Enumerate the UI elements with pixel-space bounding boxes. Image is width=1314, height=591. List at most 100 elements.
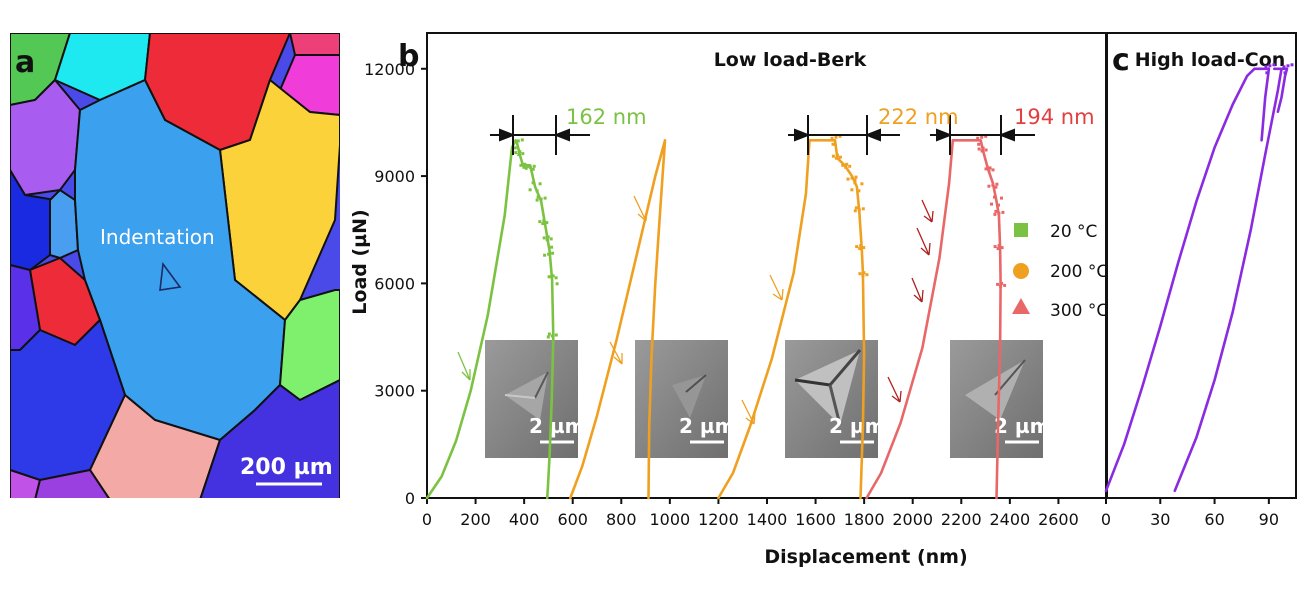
data-point xyxy=(513,146,517,150)
data-point xyxy=(538,182,542,186)
data-point xyxy=(997,244,1001,248)
legend-label-200c: 200 °C xyxy=(1050,262,1108,282)
inset-scale-label: 2 µm xyxy=(679,414,735,438)
pop-in-arrow xyxy=(916,227,931,256)
data-point xyxy=(526,164,530,168)
data-point xyxy=(546,235,550,239)
data-point xyxy=(854,175,858,179)
load-displacement-curve xyxy=(717,139,866,500)
data-point xyxy=(853,178,857,182)
data-point xyxy=(541,222,545,226)
legend-label-300c: 300 °C xyxy=(1050,301,1108,321)
data-point xyxy=(1003,283,1007,287)
data-point xyxy=(996,282,1000,286)
data-point xyxy=(857,189,861,193)
panel-b-title: Low load-Berk xyxy=(714,49,867,71)
y-tick-label: 6000 xyxy=(374,274,415,293)
y-axis-label: Load (µN) xyxy=(349,209,371,314)
data-point xyxy=(1272,63,1276,67)
data-point xyxy=(1000,196,1003,200)
panel-b-series xyxy=(425,134,1007,500)
data-point xyxy=(993,212,997,216)
data-point xyxy=(834,156,838,160)
x-tick-label: 600 xyxy=(557,510,588,529)
x-tick-label: 60 xyxy=(1204,510,1224,529)
data-point xyxy=(1001,210,1005,214)
data-point xyxy=(546,335,550,339)
y-tick-label: 12000 xyxy=(364,60,415,79)
x-tick-label: 0 xyxy=(1101,510,1111,529)
data-point xyxy=(1268,64,1272,68)
data-point xyxy=(846,177,850,181)
sem-insets: 2 µm 2 µm 2 µm 2 µm xyxy=(485,340,1050,458)
data-point xyxy=(853,209,857,213)
x-tick-label: 2600 xyxy=(1038,510,1079,529)
x-tick-label: 400 xyxy=(509,510,540,529)
x-tick-label: 200 xyxy=(460,510,491,529)
x-tick-label: 0 xyxy=(422,510,432,529)
panel-c-letter: c xyxy=(1112,43,1130,78)
data-point xyxy=(522,165,526,169)
data-point xyxy=(551,274,555,278)
data-point xyxy=(545,221,549,225)
data-point xyxy=(521,152,525,156)
x-tick-label: 2200 xyxy=(941,510,982,529)
legend-marker-200c xyxy=(1013,263,1029,279)
data-point xyxy=(997,211,1001,215)
data-point xyxy=(1000,281,1004,285)
data-point xyxy=(550,334,554,338)
data-point xyxy=(853,181,857,185)
pop-in-arrow xyxy=(609,341,623,365)
data-point xyxy=(855,245,859,249)
data-point xyxy=(545,238,549,242)
data-point xyxy=(1282,65,1286,69)
depth-label-194: 194 nm xyxy=(1014,105,1095,129)
indentation-label: Indentation xyxy=(100,225,215,249)
inset-scale-label: 2 µm xyxy=(529,414,585,438)
data-point xyxy=(854,206,858,210)
data-point xyxy=(984,167,988,171)
x-tick-label: 1800 xyxy=(844,510,885,529)
data-point xyxy=(532,164,536,168)
data-point xyxy=(860,182,864,186)
inset-scale-label: 2 µm xyxy=(829,414,885,438)
data-point xyxy=(848,164,852,168)
data-point xyxy=(994,185,998,189)
load-displacement-curve xyxy=(1173,67,1289,493)
data-point xyxy=(518,150,522,154)
data-point xyxy=(841,163,845,167)
data-point xyxy=(554,333,558,337)
data-point xyxy=(861,274,865,278)
legend-label-20c: 20 °C xyxy=(1050,222,1097,242)
data-point xyxy=(988,166,992,170)
panel-b-y-ticks: 0 3000 6000 9000 12000 xyxy=(364,60,427,508)
data-point xyxy=(993,195,996,199)
data-point xyxy=(976,136,980,140)
data-point xyxy=(542,219,546,223)
inset-scale-label: 2 µm xyxy=(994,414,1050,438)
data-point xyxy=(1290,63,1294,67)
data-point xyxy=(838,134,842,138)
data-point xyxy=(844,165,848,169)
data-point xyxy=(539,197,543,201)
sem-inset-20c: 2 µm xyxy=(485,340,585,458)
data-point xyxy=(834,135,838,139)
panel-b-letter: b xyxy=(398,39,419,74)
panel-c-title: High load-Con xyxy=(1135,49,1286,71)
data-point xyxy=(865,273,869,277)
data-point xyxy=(996,247,1000,251)
data-point xyxy=(858,247,862,251)
scale-bar-label: 200 µm xyxy=(240,455,333,480)
data-point xyxy=(858,272,862,276)
pop-in-arrows xyxy=(457,195,934,425)
data-point xyxy=(1000,246,1004,250)
data-point xyxy=(531,181,535,185)
data-point xyxy=(977,142,981,146)
data-point xyxy=(838,155,842,159)
data-point xyxy=(850,188,854,192)
data-point xyxy=(554,276,558,280)
data-point xyxy=(516,139,520,143)
y-tick-label: 0 xyxy=(405,489,415,508)
indent-triangle xyxy=(159,261,182,291)
data-point xyxy=(520,138,524,142)
